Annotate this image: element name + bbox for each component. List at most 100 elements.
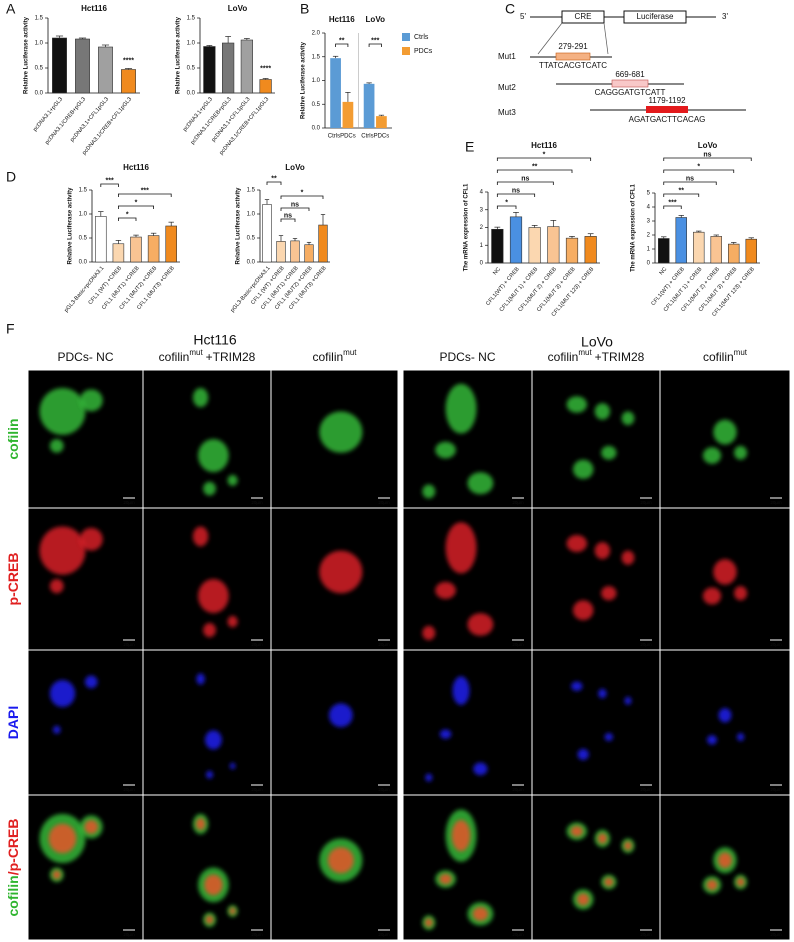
bar bbox=[304, 244, 314, 263]
bar bbox=[728, 243, 740, 264]
significance-label: ns bbox=[703, 151, 711, 158]
cell-signal bbox=[566, 534, 588, 553]
significance-label: *** bbox=[141, 187, 149, 194]
bar bbox=[342, 101, 354, 128]
cell-signal bbox=[439, 729, 452, 739]
cell-signal bbox=[601, 586, 617, 601]
cell-signal bbox=[327, 847, 354, 874]
y-tick-label: 1.5 bbox=[247, 188, 256, 194]
micrograph: 20μm bbox=[402, 369, 533, 509]
chart-title: LoVo bbox=[698, 141, 718, 150]
cell-signal bbox=[451, 819, 471, 852]
mutant-name: Mut1 bbox=[498, 52, 516, 61]
cell-signal bbox=[52, 725, 61, 734]
significance-label: ** bbox=[271, 175, 277, 182]
significance-label: ns bbox=[291, 201, 299, 208]
y-tick-label: 1.0 bbox=[79, 212, 88, 218]
micrograph: 20μm bbox=[27, 794, 144, 941]
significance-label: ** bbox=[339, 37, 345, 44]
cell-signal bbox=[718, 708, 732, 723]
cell-signal bbox=[737, 733, 745, 741]
y-tick-label: 1.5 bbox=[187, 16, 196, 22]
cell-signal bbox=[205, 915, 214, 925]
luciferase-label: Luciferase bbox=[637, 12, 674, 21]
bar bbox=[693, 231, 705, 264]
bar bbox=[710, 236, 722, 264]
cell-signal bbox=[473, 762, 488, 776]
scale-bar-label: 20μm bbox=[770, 500, 782, 505]
bar bbox=[240, 39, 253, 94]
y-tick-label: 4 bbox=[647, 205, 651, 211]
y-axis-label: The mRNA expression of CFL1 bbox=[631, 183, 637, 271]
row-label-part: cofilin bbox=[5, 875, 21, 916]
row-label: DAPI bbox=[5, 706, 21, 739]
header-part: +TRIM28 bbox=[595, 350, 645, 364]
scale-bar-label: 20μm bbox=[378, 500, 390, 505]
micrograph: 20μm bbox=[142, 507, 272, 651]
cell-signal bbox=[597, 833, 608, 844]
scale-bar-label: 20μm bbox=[640, 787, 652, 792]
panel-letter: F bbox=[6, 321, 15, 337]
cell-signal bbox=[624, 696, 632, 705]
y-axis-label: Relative Luciferase activity bbox=[236, 187, 242, 265]
image-background bbox=[531, 794, 661, 941]
y-tick-label: 5 bbox=[647, 191, 651, 197]
x-tick-label: NC bbox=[492, 266, 502, 276]
cell-signal bbox=[227, 474, 238, 486]
cell-signal bbox=[319, 411, 363, 453]
five-prime: 5' bbox=[520, 12, 526, 21]
significance-bracket bbox=[663, 205, 682, 209]
significance-bracket bbox=[118, 205, 154, 209]
significance-label: ** bbox=[532, 163, 538, 170]
cell-signal bbox=[435, 441, 456, 459]
row-label-part: cofilin bbox=[5, 418, 21, 459]
cell-signal bbox=[195, 817, 206, 831]
y-axis-label: Relative Luciferase activity bbox=[68, 187, 74, 265]
y-tick-label: 1.0 bbox=[187, 41, 196, 47]
bar bbox=[528, 227, 541, 264]
bar bbox=[147, 235, 160, 263]
micrograph: 20μm bbox=[270, 649, 399, 796]
chart-title: Hct116 bbox=[123, 163, 149, 172]
y-tick-label: 0.5 bbox=[79, 236, 88, 242]
mutant-sequence: AGATGACTTCACAG bbox=[629, 115, 706, 124]
y-tick-label: 0.5 bbox=[247, 236, 256, 242]
significance-bracket bbox=[266, 181, 282, 185]
cell-signal bbox=[84, 675, 98, 689]
group-title: LoVo bbox=[366, 15, 386, 24]
bar bbox=[547, 226, 560, 264]
y-tick-label: 1.5 bbox=[35, 16, 44, 22]
significance-label: ns bbox=[521, 175, 529, 182]
y-tick-label: 3 bbox=[647, 219, 651, 225]
significance-bracket bbox=[335, 43, 349, 47]
panel-letter: C bbox=[505, 1, 515, 17]
row-label: cofilin/p-CREB bbox=[5, 818, 21, 916]
y-tick-label: 1 bbox=[647, 247, 651, 253]
scale-bar-label: 20μm bbox=[770, 932, 782, 937]
promoter-diagram: 5' 3' CRE Luciferase Mut1 279-291 TTATCA… bbox=[498, 10, 746, 124]
bar bbox=[259, 79, 272, 94]
column-header: cofilinmut +TRIM28 bbox=[548, 348, 645, 364]
cell-signal bbox=[204, 874, 223, 896]
significance-label: * bbox=[301, 189, 304, 196]
cell-signal bbox=[198, 439, 229, 473]
micrograph: 20μm bbox=[659, 369, 791, 509]
significance-bracket bbox=[496, 157, 592, 161]
micrograph: 20μm bbox=[531, 794, 661, 941]
y-tick-label: 1.0 bbox=[312, 78, 321, 84]
header-part: mut bbox=[578, 348, 592, 357]
mutant-name: Mut3 bbox=[498, 108, 516, 117]
y-tick-label: 0.5 bbox=[187, 66, 196, 72]
row-label: cofilin bbox=[5, 418, 21, 459]
cell-signal bbox=[621, 411, 635, 426]
header-part: PDCs- NC bbox=[58, 350, 114, 364]
zoom-line bbox=[603, 22, 609, 55]
micrograph: 20μm bbox=[27, 369, 144, 509]
significance-bracket bbox=[496, 205, 517, 209]
cell-signal bbox=[52, 870, 61, 880]
significance-bracket bbox=[496, 181, 554, 185]
micrograph: 20μm bbox=[27, 507, 144, 651]
cell-signal bbox=[624, 841, 632, 851]
micrograph: 20μm bbox=[27, 649, 144, 796]
chart: 0 1 2 3 4 The mRNA expression of CFL1 Hct116 NC… bbox=[464, 141, 600, 318]
